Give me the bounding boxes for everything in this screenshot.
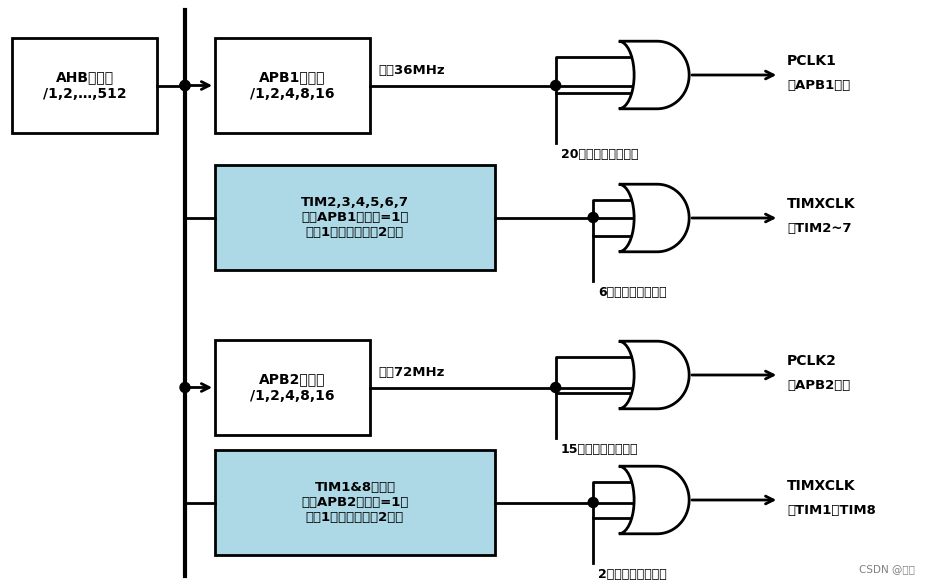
- Circle shape: [180, 383, 190, 393]
- Text: 6个外设时钟使能位: 6个外设时钟使能位: [598, 286, 667, 299]
- Text: 最大36MHz: 最大36MHz: [378, 63, 445, 77]
- Circle shape: [550, 80, 561, 90]
- Text: APB1预分频
/1,2,4,8,16: APB1预分频 /1,2,4,8,16: [251, 70, 335, 101]
- Text: 20个外设时钟使能位: 20个外设时钟使能位: [561, 148, 638, 161]
- Text: TIM1&8定时器
如果APB2预分频=1，
则內1输出，否则內2输出: TIM1&8定时器 如果APB2预分频=1， 则內1输出，否则內2输出: [302, 481, 409, 524]
- Text: 15个外设时钟使能位: 15个外设时钟使能位: [561, 443, 638, 456]
- Polygon shape: [619, 466, 689, 534]
- Text: 至TIM1和TIM8: 至TIM1和TIM8: [787, 504, 876, 517]
- Text: 2个外设时钟使能位: 2个外设时钟使能位: [598, 568, 667, 581]
- Bar: [215, 340, 370, 435]
- Text: 至TIM2~7: 至TIM2~7: [787, 222, 852, 235]
- Circle shape: [550, 383, 561, 393]
- Text: 至APB2外设: 至APB2外设: [787, 379, 850, 392]
- Circle shape: [180, 80, 190, 90]
- Text: TIMXCLK: TIMXCLK: [787, 479, 856, 493]
- Bar: [215, 450, 495, 555]
- Text: PCLK2: PCLK2: [787, 354, 837, 368]
- Polygon shape: [619, 184, 689, 252]
- Text: TIMXCLK: TIMXCLK: [787, 197, 856, 211]
- Text: 至APB1外设: 至APB1外设: [787, 79, 850, 92]
- Text: APB2预分频
/1,2,4,8,16: APB2预分频 /1,2,4,8,16: [251, 372, 335, 403]
- Text: TIM2,3,4,5,6,7
如果APB1预分频=1，
则內1输出，否则內2输出: TIM2,3,4,5,6,7 如果APB1预分频=1， 则內1输出，否则內2输出: [301, 196, 409, 239]
- Bar: [215, 38, 370, 133]
- Text: AHB预分频
/1,2,…,512: AHB预分频 /1,2,…,512: [43, 70, 127, 101]
- Circle shape: [588, 213, 598, 223]
- Text: CSDN @三雨: CSDN @三雨: [859, 564, 915, 574]
- Text: PCLK1: PCLK1: [787, 54, 837, 68]
- Text: 最大72MHz: 最大72MHz: [378, 366, 444, 379]
- Polygon shape: [619, 341, 689, 409]
- Circle shape: [180, 80, 190, 90]
- Polygon shape: [619, 41, 689, 109]
- Bar: [215, 165, 495, 270]
- Circle shape: [588, 498, 598, 507]
- Bar: [12, 38, 157, 133]
